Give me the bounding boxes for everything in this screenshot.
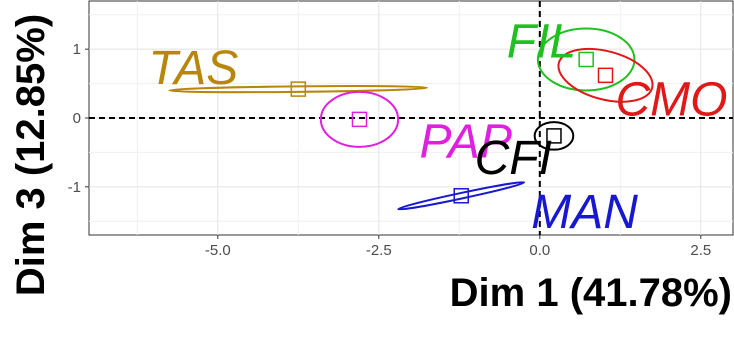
label-tas: TAS	[149, 42, 239, 95]
point-pap	[351, 111, 368, 128]
x-axis-title: Dim 1 (41.78%)	[450, 271, 732, 315]
x-tick-label: -2.5	[366, 242, 392, 259]
x-tick-label: 2.5	[690, 242, 711, 259]
label-cfi: CFI	[475, 132, 552, 185]
point-cmo	[597, 67, 614, 84]
point-cfi	[546, 128, 562, 144]
label-fil: FIL	[507, 16, 576, 69]
x-tick-label: -5.0	[205, 242, 231, 259]
label-cmo: CMO	[615, 73, 727, 126]
ellipse-tas	[168, 85, 429, 94]
point-tas	[290, 81, 307, 97]
y-tick-label: 0	[73, 110, 81, 127]
y-tick-label: -1	[68, 179, 81, 196]
label-pap: PAP	[419, 115, 511, 168]
point-fil	[578, 51, 594, 68]
point-man	[453, 188, 469, 204]
ellipse-fil	[536, 27, 636, 92]
x-tick-label: 0.0	[529, 242, 550, 259]
y-axis-title: Dim 3 (12.85%)	[9, 14, 53, 296]
label-man: MAN	[531, 186, 638, 239]
y-tick-label: 1	[73, 41, 81, 58]
ellipse-pap	[319, 90, 400, 148]
ellipse-cfi	[533, 121, 575, 151]
ellipse-cmo	[557, 47, 654, 103]
ellipse-man	[397, 181, 526, 211]
